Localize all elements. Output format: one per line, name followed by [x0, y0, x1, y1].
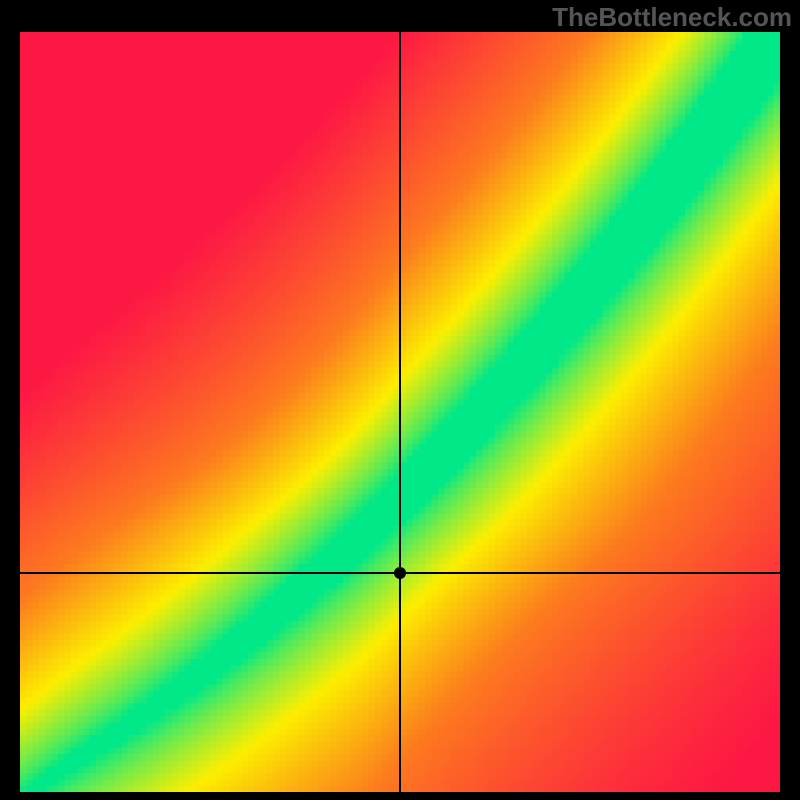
watermark-text: TheBottleneck.com — [552, 2, 792, 33]
crosshair-vertical — [399, 32, 401, 792]
marker-point — [394, 567, 406, 579]
chart-container: TheBottleneck.com — [0, 0, 800, 800]
